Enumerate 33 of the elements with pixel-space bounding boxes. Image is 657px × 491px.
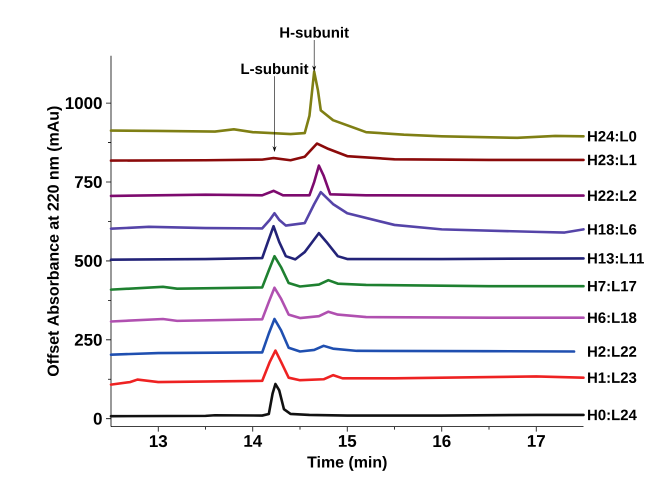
x-tick-label: 17	[528, 435, 545, 447]
line-series	[110, 164, 585, 198]
y-tick-label: 0	[94, 412, 102, 425]
series-label: H13:L11	[588, 253, 644, 264]
annotation: L-subunit	[241, 63, 308, 74]
series-label: H7:L17	[588, 281, 636, 292]
line-series	[110, 254, 585, 291]
series-label: H22:L2	[588, 190, 636, 201]
y-axis-title: Offset Absorbance at 220 nm (mAu)	[47, 106, 62, 376]
x-tick-label: 13	[150, 435, 168, 448]
line-series	[110, 224, 585, 261]
x-tick-label: 15	[338, 435, 356, 447]
line-series	[110, 349, 585, 386]
x-tick-label: 14	[244, 435, 262, 447]
x-tick-label: 16	[433, 435, 451, 448]
series-label: H0:L24	[588, 410, 637, 420]
annotation: H-subunit	[280, 26, 349, 38]
y-tick-label: 1000	[66, 97, 102, 110]
series-label: H1:L23	[588, 372, 636, 383]
x-axis-title: Time (min)	[307, 456, 387, 471]
line-series	[110, 382, 585, 418]
series-label: H6:L18	[588, 312, 636, 324]
series-label: H23:L1	[588, 154, 636, 166]
y-tick-label: 750	[74, 176, 102, 188]
line-series	[110, 142, 585, 162]
series-label: H24:L0	[588, 130, 636, 142]
series-label: H2:L22	[588, 346, 636, 357]
series-label: H18:L6	[588, 224, 636, 235]
line-series	[110, 286, 585, 323]
y-tick-label: 500	[74, 254, 102, 267]
line-series	[110, 190, 585, 234]
y-tick-label: 250	[74, 334, 102, 346]
line-series	[110, 318, 576, 356]
